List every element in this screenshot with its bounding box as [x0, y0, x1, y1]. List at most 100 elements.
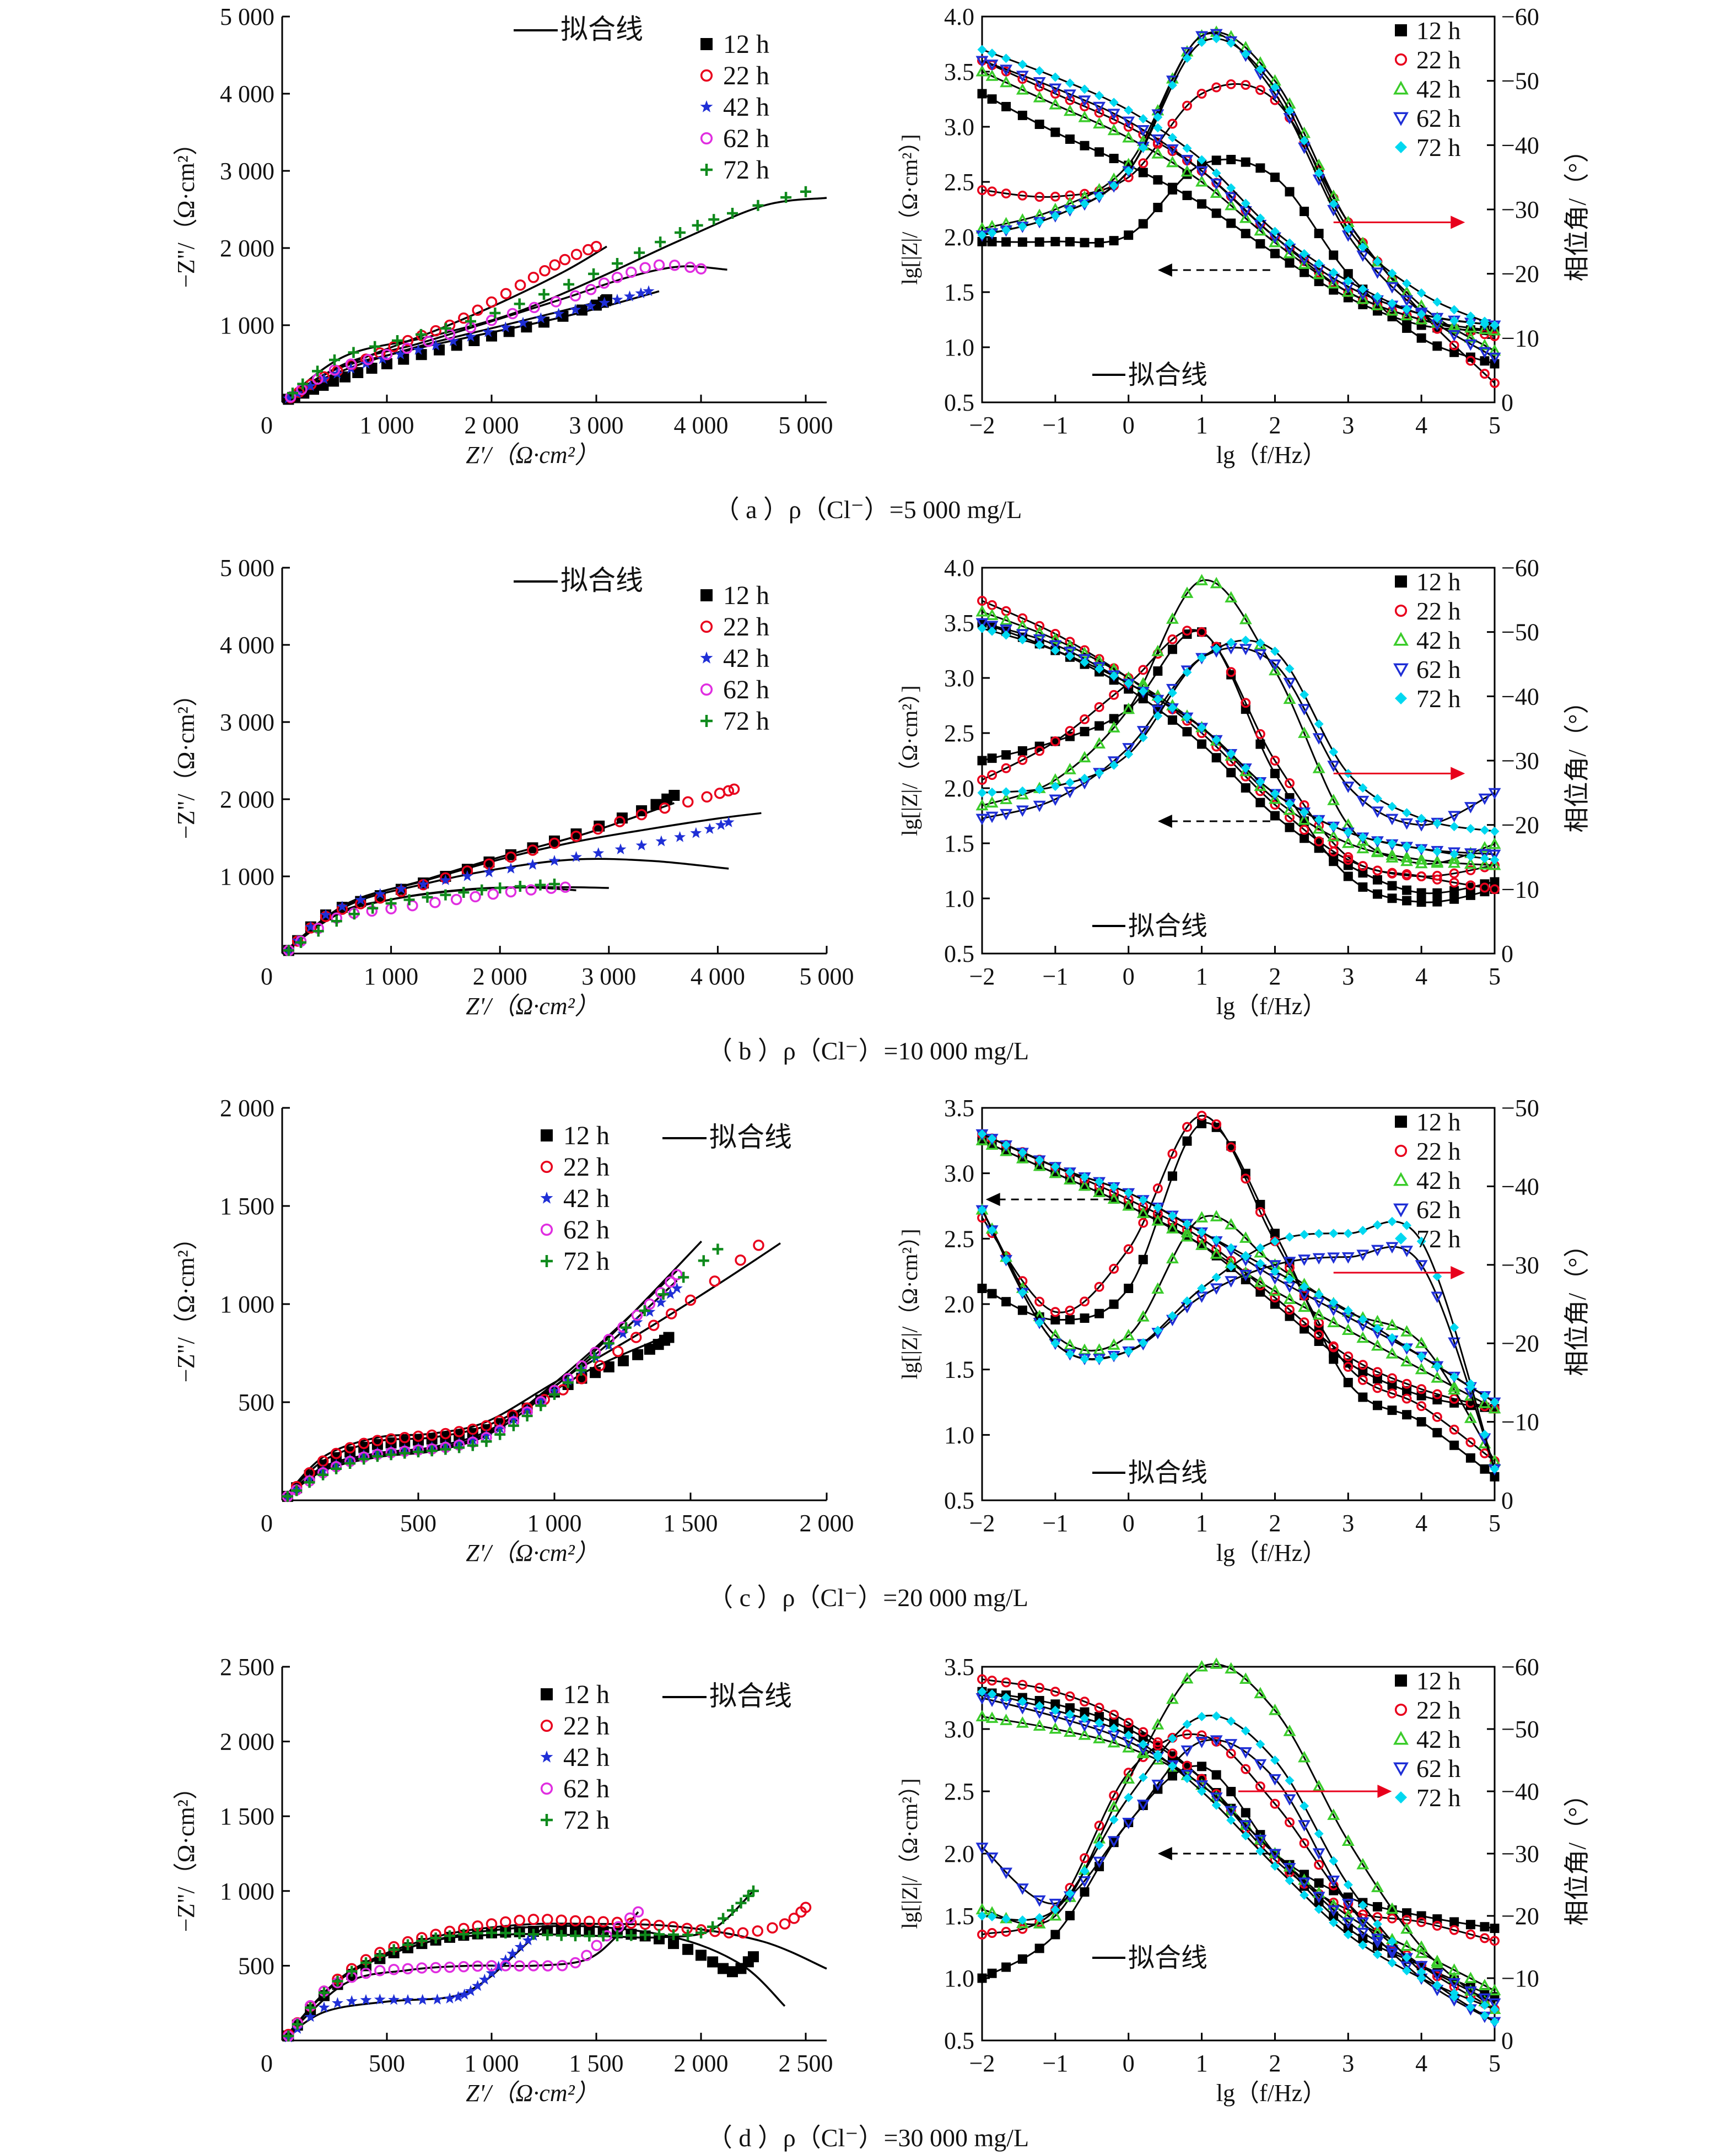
impedance-point [1343, 1930, 1353, 1940]
legend-label: 12 h [1416, 568, 1461, 596]
impedance-point [1285, 822, 1295, 832]
legend-marker [1395, 575, 1407, 588]
impedance-point [1341, 1323, 1355, 1336]
phase-point [1416, 871, 1427, 881]
phase-point [1211, 1272, 1221, 1282]
data-point [423, 336, 434, 347]
phase-point [1372, 794, 1382, 804]
impedance-point [1449, 1372, 1459, 1382]
phase-point [1241, 157, 1250, 167]
phase-point [1239, 1231, 1252, 1243]
impedance-point [1270, 1861, 1280, 1871]
impedance-point [1153, 694, 1163, 704]
data-point [659, 802, 671, 814]
impedance-point [977, 1674, 987, 1684]
impedance-point [1241, 783, 1250, 793]
legend-marker [1393, 1731, 1409, 1745]
data-point [626, 1918, 637, 1929]
data-point [358, 1453, 370, 1465]
impedance-point [1270, 1293, 1280, 1303]
phase-point [1385, 1902, 1399, 1914]
impedance-point [1017, 1697, 1027, 1706]
impedance-point [977, 89, 987, 99]
phase-point [987, 228, 997, 238]
data-point [312, 365, 324, 377]
phase-point [1180, 47, 1194, 59]
data-point [472, 1980, 484, 1991]
phase-point [1226, 79, 1236, 89]
phase-point [1432, 341, 1442, 351]
legend-marker [700, 164, 713, 176]
x-tick-label: 5 000 [779, 412, 833, 439]
impedance-point [985, 608, 999, 621]
x-axis-label: lg（f/Hz） [1216, 2080, 1327, 2107]
impedance-point [1226, 768, 1236, 778]
impedance-point [1226, 218, 1236, 228]
impedance-point [1151, 147, 1164, 159]
impedance-point [1033, 626, 1046, 638]
legend-label: 62 h [723, 675, 769, 704]
data-point [417, 1994, 429, 2005]
phase-point [1402, 1220, 1412, 1230]
phase-point [1226, 1716, 1236, 1726]
y-axis-label: −Z"/（Ω·cm²） [172, 1775, 200, 1932]
impedance-point [1255, 1258, 1265, 1268]
phase-point [1107, 1836, 1120, 1848]
phase-point [977, 1929, 987, 1940]
phase-point [1109, 1263, 1119, 1274]
phase-point [1034, 1317, 1044, 1327]
legend-label: 62 h [723, 124, 769, 153]
data-point [450, 893, 462, 906]
impedance-point [1312, 267, 1325, 279]
y-tick-label-left: 2.5 [944, 1225, 974, 1252]
phase-point [1151, 1282, 1164, 1294]
data-point [584, 1930, 595, 1942]
phase-point [1226, 667, 1236, 677]
legend-label: 12 h [1416, 1108, 1461, 1136]
impedance-point [975, 605, 989, 617]
phase-point [1080, 238, 1090, 247]
phase-point [1033, 800, 1046, 812]
y-tick-label-left: 0.5 [944, 940, 974, 967]
data-point [385, 1449, 397, 1461]
phase-point [1300, 207, 1309, 217]
data-point [358, 1437, 370, 1450]
data-point [494, 1422, 506, 1434]
phase-point [1182, 1122, 1192, 1132]
impedance-point [1167, 133, 1177, 143]
data-point [644, 1343, 655, 1355]
impedance-point [1327, 1316, 1340, 1327]
phase-point [1065, 237, 1075, 247]
data-point [603, 1361, 614, 1372]
phase-point [1034, 746, 1045, 756]
impedance-point [1372, 1902, 1382, 1911]
phase-point [1050, 1315, 1060, 1324]
impedance-point [1465, 1929, 1476, 1940]
impedance-point [1270, 227, 1280, 236]
data-point [788, 1913, 800, 1924]
data-point [402, 1939, 413, 1951]
y-tick-label-left: 2.0 [944, 775, 974, 802]
data-point [331, 1463, 342, 1474]
impedance-point [1432, 1361, 1442, 1371]
data-point [472, 304, 483, 316]
impedance-point [1255, 213, 1265, 223]
phase-point [1270, 173, 1280, 182]
data-point [549, 1388, 560, 1400]
phase-point [1416, 1401, 1427, 1412]
impedance-point [1122, 1199, 1135, 1211]
fit-line [281, 197, 827, 403]
impedance-point [1094, 1703, 1104, 1713]
phase-point [1225, 1739, 1238, 1751]
x-tick-label: −1 [1042, 2050, 1068, 2077]
legend-label: 22 h [1416, 597, 1461, 625]
impedance-point [1358, 1940, 1368, 1950]
phase-point [1195, 1660, 1209, 1672]
impedance-point [1415, 313, 1428, 325]
phase-point [1254, 1759, 1267, 1771]
phase-point [1372, 865, 1383, 876]
data-point [549, 879, 560, 890]
phase-point [1109, 236, 1119, 246]
phase-point [1283, 1725, 1296, 1736]
phase-point [985, 1852, 999, 1864]
